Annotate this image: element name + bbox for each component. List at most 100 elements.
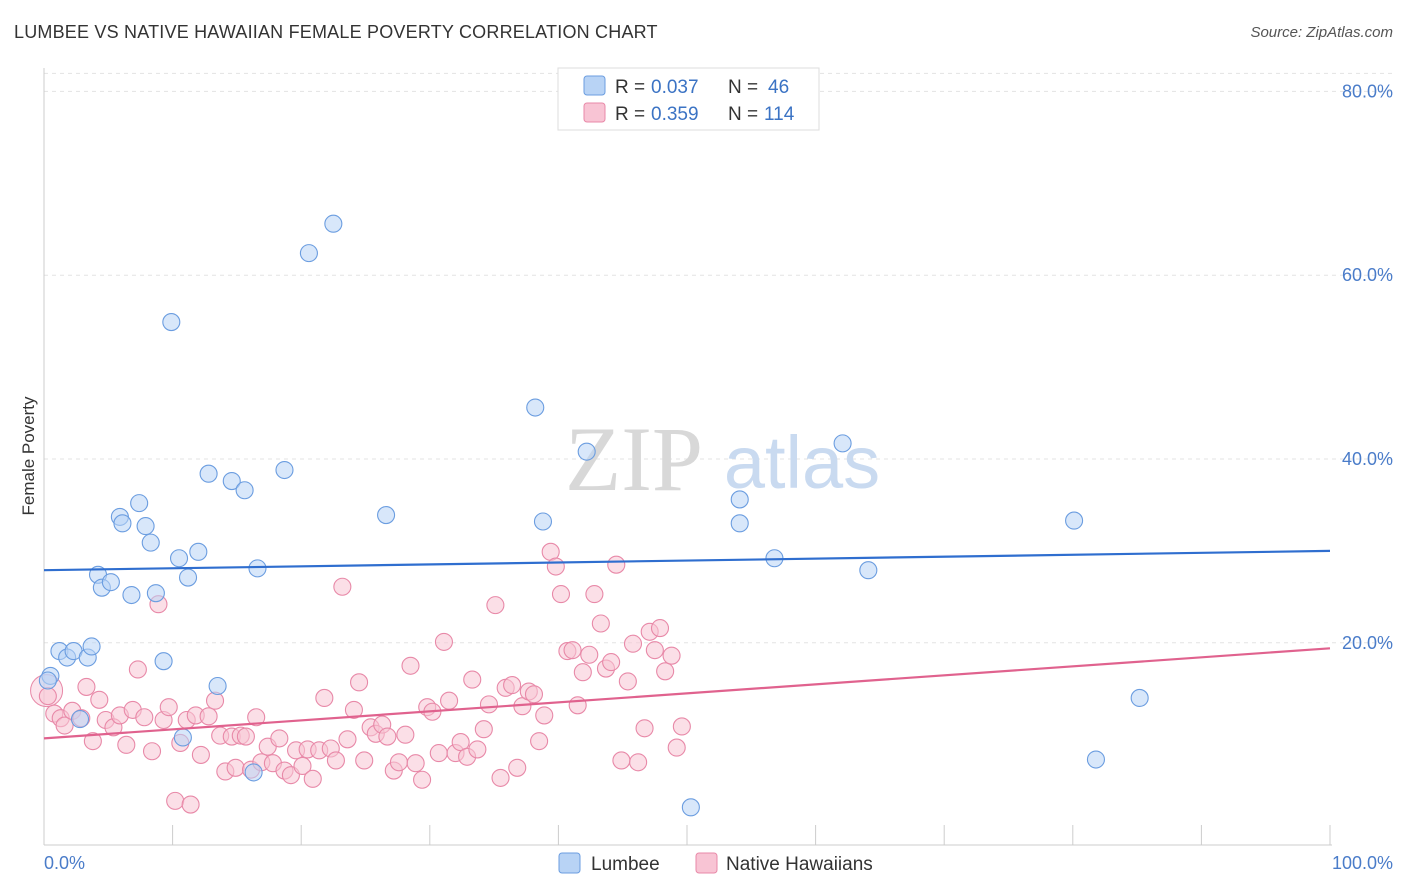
hawaiian-point xyxy=(77,677,96,696)
hawaiian-point xyxy=(350,673,369,692)
hawaiian-point xyxy=(303,769,322,788)
hawaiian-point xyxy=(135,708,154,727)
hawaiian-point xyxy=(468,740,487,759)
y-tick-label: 20.0% xyxy=(1342,633,1393,653)
lumbee-point xyxy=(248,559,267,578)
hawaiian-point xyxy=(315,688,334,708)
legend-lumbee-swatch xyxy=(558,852,581,874)
hawaiian-point xyxy=(629,753,648,772)
hawaiian-point xyxy=(401,656,420,675)
hawaiian-point xyxy=(181,795,200,814)
x-tick-label-min: 0.0% xyxy=(44,853,85,873)
hawaiian-r-value: 0.359 xyxy=(651,104,699,125)
hawaiian-point xyxy=(491,768,510,787)
hawaiian-point xyxy=(159,698,178,717)
lumbee-point xyxy=(169,549,189,568)
hawaiian-n-label: N = xyxy=(728,104,758,125)
lumbee-r-label: R = xyxy=(615,77,645,98)
hawaiian-point xyxy=(128,660,147,679)
source-label: Source: ZipAtlas.com xyxy=(1250,24,1393,41)
lumbee-points xyxy=(38,214,1149,817)
hawaiian-point xyxy=(635,719,654,738)
axes xyxy=(43,68,1332,846)
hawaiian-point xyxy=(166,791,185,810)
hawaiian-point xyxy=(546,557,565,576)
lumbee-point xyxy=(101,573,120,592)
hawaiian-point xyxy=(662,646,681,665)
lumbee-point xyxy=(178,568,198,587)
lumbee-point xyxy=(681,798,700,817)
series-legend: Lumbee Native Hawaiians xyxy=(558,852,873,875)
lumbee-point xyxy=(146,584,165,603)
watermark-atlas: atlas xyxy=(724,421,880,504)
hawaiian-point xyxy=(573,663,592,682)
hawaiian-swatch xyxy=(583,102,606,123)
lumbee-r-value: 0.037 xyxy=(651,77,699,98)
stats-legend: R = 0.037 N = 46 R = 0.359 N = 114 xyxy=(557,67,820,131)
lumbee-point xyxy=(70,710,90,729)
lumbee-point xyxy=(275,460,294,480)
hawaiian-point xyxy=(338,730,357,749)
hawaiian-point xyxy=(503,676,522,695)
hawaiian-point xyxy=(83,732,102,751)
legend-hawaiian-swatch xyxy=(695,852,718,874)
hawaiian-point xyxy=(508,758,527,777)
hawaiian-point xyxy=(535,706,554,725)
lumbee-point xyxy=(173,728,192,747)
hawaiian-point xyxy=(142,742,162,761)
gridlines xyxy=(44,72,1393,644)
hawaiian-point xyxy=(612,751,631,770)
hawaiian-point xyxy=(355,751,374,770)
chart-title: LUMBEE VS NATIVE HAWAIIAN FEMALE POVERTY… xyxy=(14,22,658,42)
hawaiian-point xyxy=(667,738,686,757)
lumbee-point xyxy=(113,514,132,533)
lumbee-point xyxy=(299,244,318,263)
hawaiian-point xyxy=(672,717,691,736)
hawaiian-point xyxy=(344,700,363,719)
hawaiian-point xyxy=(429,744,448,763)
hawaiian-point xyxy=(591,614,610,633)
legend-hawaiian-label: Native Hawaiians xyxy=(726,854,873,875)
lumbee-point xyxy=(141,533,160,552)
lumbee-point xyxy=(235,481,254,500)
lumbee-point xyxy=(38,671,57,690)
lumbee-point xyxy=(1130,688,1149,708)
hawaiian-point xyxy=(486,596,505,615)
hawaiian-point xyxy=(618,672,637,691)
hawaiian-point xyxy=(656,662,675,681)
watermark: ZIP atlas xyxy=(565,408,880,510)
lumbee-point xyxy=(189,542,208,561)
lumbee-point xyxy=(222,472,241,491)
lumbee-point xyxy=(199,464,218,483)
hawaiian-point xyxy=(326,751,345,770)
hawaiian-point xyxy=(524,685,544,704)
hawaiian-point xyxy=(607,555,626,574)
lumbee-point xyxy=(526,398,545,417)
hawaiian-point xyxy=(199,707,218,726)
lumbee-trend-line xyxy=(43,549,1331,572)
hawaiian-point xyxy=(580,645,599,664)
hawaiian-point xyxy=(396,725,415,744)
hawaiian-point xyxy=(585,585,604,604)
lumbee-point xyxy=(162,313,181,332)
hawaiian-point xyxy=(191,745,210,764)
hawaiian-point xyxy=(568,696,587,715)
lumbee-n-value: 46 xyxy=(768,77,789,98)
lumbee-point xyxy=(377,506,396,525)
lumbee-point xyxy=(324,214,343,233)
hawaiian-point xyxy=(463,670,482,689)
legend-lumbee-label: Lumbee xyxy=(591,854,660,875)
hawaiian-point xyxy=(293,756,312,776)
lumbee-point xyxy=(82,637,101,656)
hawaiian-point xyxy=(226,758,245,777)
hawaiian-point xyxy=(602,653,621,672)
hawaiian-point xyxy=(117,735,136,754)
hawaiian-point xyxy=(90,690,109,709)
hawaiian-point xyxy=(563,641,582,660)
lumbee-point xyxy=(154,652,173,671)
hawaiian-points xyxy=(30,542,691,814)
hawaiian-point xyxy=(406,754,425,773)
lumbee-point xyxy=(730,514,749,533)
y-tick-labels: 20.0% 40.0% 60.0% 80.0% xyxy=(1342,81,1393,652)
